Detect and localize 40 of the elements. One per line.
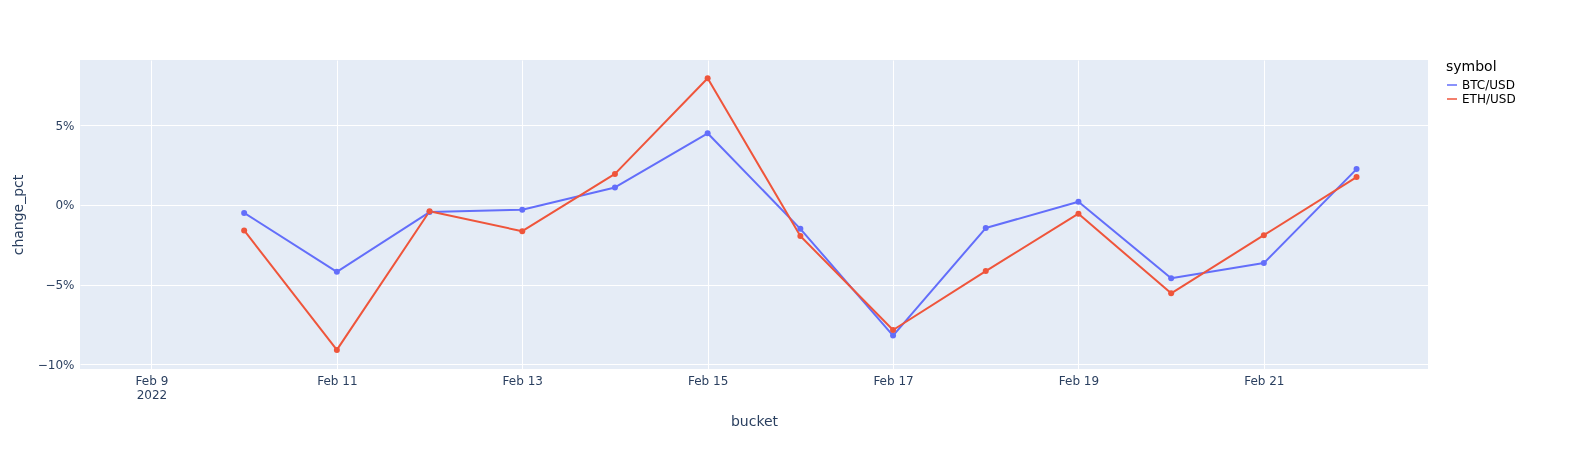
point xyxy=(890,332,897,339)
y-tick-label: −5% xyxy=(45,278,75,293)
point xyxy=(1260,232,1267,239)
point xyxy=(704,75,711,82)
point xyxy=(1168,290,1175,297)
x-axis-title: bucket xyxy=(730,412,779,429)
legend-title: symbol xyxy=(1446,58,1497,74)
point xyxy=(611,184,618,191)
x-tick-label: Feb 17 xyxy=(873,373,914,388)
point xyxy=(1075,198,1082,205)
x-tick-label: Feb 15 xyxy=(687,373,729,388)
point xyxy=(333,268,340,275)
point xyxy=(982,268,989,275)
x-tick-label: Feb 9 2022 xyxy=(135,373,169,402)
point xyxy=(1353,166,1360,173)
point xyxy=(797,225,804,232)
legend-label: ETH/USD xyxy=(1462,92,1516,106)
y-tick-label: 0% xyxy=(55,198,75,213)
x-tick-label: Feb 19 xyxy=(1058,373,1100,388)
y-axis-title: change_pct xyxy=(9,174,26,256)
point xyxy=(704,130,711,137)
point xyxy=(1075,210,1082,217)
point xyxy=(1168,275,1175,282)
point xyxy=(519,228,526,235)
x-tick-label: Feb 11 xyxy=(317,373,358,388)
point xyxy=(611,170,618,177)
legend-label: BTC/USD xyxy=(1462,78,1515,92)
point xyxy=(890,326,897,333)
point xyxy=(333,346,340,353)
point xyxy=(982,225,989,232)
point xyxy=(1260,260,1267,267)
point xyxy=(1353,174,1360,181)
y-tick-label: 5% xyxy=(55,118,75,133)
y-tick-label: −10% xyxy=(37,357,75,372)
x-tick-label: Feb 21 xyxy=(1244,373,1285,388)
point xyxy=(797,233,804,239)
point xyxy=(241,209,248,216)
point xyxy=(519,206,526,213)
point xyxy=(241,227,248,234)
x-tick-label: Feb 13 xyxy=(502,373,543,388)
